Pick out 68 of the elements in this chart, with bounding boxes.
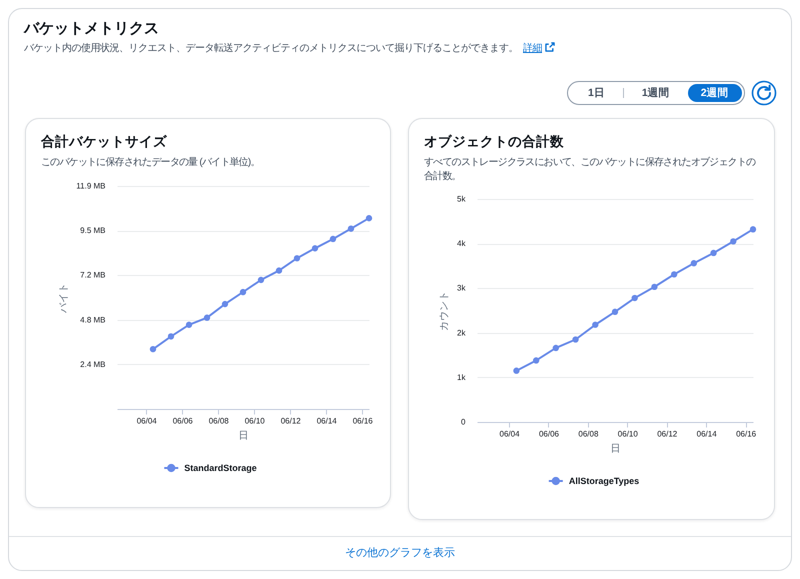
y-axis-title: カウント bbox=[439, 291, 450, 331]
legend-label: AllStorageTypes bbox=[568, 476, 640, 486]
x-axis-title: 日 bbox=[610, 444, 620, 454]
point bbox=[710, 250, 717, 256]
point bbox=[312, 245, 318, 252]
x-tick-label: 06/10 bbox=[618, 430, 638, 438]
chart-title: 合計バケットサイズ bbox=[41, 133, 167, 151]
point bbox=[730, 238, 736, 245]
y-tick-label: 5k bbox=[457, 194, 466, 204]
point bbox=[612, 308, 618, 315]
x-tick-label: 06/16 bbox=[352, 416, 374, 426]
x-tick-label: 06/14 bbox=[696, 430, 718, 438]
y-tick-label: 0 bbox=[461, 418, 466, 426]
point bbox=[276, 267, 282, 274]
y-tick-label: 11.9 MB bbox=[76, 182, 106, 190]
legend-label: StandardStorage bbox=[184, 463, 257, 473]
chart-subtitle: このバケットに保存されたデータの量 (バイト単位)。 bbox=[41, 156, 261, 170]
point bbox=[240, 288, 246, 296]
point bbox=[690, 260, 698, 266]
y-tick-label: 7.2 MB bbox=[80, 270, 106, 280]
x-tick-label: 06/16 bbox=[736, 430, 757, 438]
point bbox=[592, 322, 598, 328]
text: 1日 bbox=[587, 86, 606, 101]
text: バケットメトリクス bbox=[24, 19, 159, 39]
text: 1週間 bbox=[640, 86, 671, 101]
point bbox=[572, 336, 579, 343]
point bbox=[186, 322, 192, 328]
x-tick-label: 06/06 bbox=[538, 430, 560, 438]
y-tick-label: 4k bbox=[457, 239, 466, 248]
text: 詳細 bbox=[523, 43, 542, 54]
point bbox=[222, 300, 228, 308]
y-tick-label: 2.4 MB bbox=[80, 360, 106, 369]
chart-title: オブジェクトの合計数 bbox=[424, 133, 564, 151]
x-axis-title: 日 bbox=[238, 430, 248, 442]
x-tick-label: 06/08 bbox=[208, 416, 230, 426]
y-tick-label: 9.5 MB bbox=[80, 226, 106, 236]
point bbox=[150, 346, 156, 352]
y-axis-title: バイト bbox=[58, 283, 70, 314]
x-tick-label: 06/12 bbox=[280, 416, 302, 426]
point bbox=[204, 314, 210, 321]
point bbox=[513, 368, 520, 374]
point bbox=[532, 357, 540, 364]
x-tick-label: 06/06 bbox=[172, 416, 194, 426]
y-tick-label: 4.8 MB bbox=[80, 315, 106, 324]
x-tick-label: 06/08 bbox=[578, 430, 599, 438]
y-tick-label: 1k bbox=[457, 372, 466, 382]
point bbox=[552, 344, 560, 352]
text: バケット内の使用状況、リクエスト、データ転送アクティビティのメトリクスについて掘り下げることができます。 bbox=[24, 43, 518, 54]
y-tick-label: 2k bbox=[457, 328, 466, 338]
point bbox=[330, 236, 336, 242]
point bbox=[258, 276, 264, 284]
chart-subtitle: すべてのストレージクラスにおいて、このバケットに保存されたオブジェクトの合計数。 bbox=[424, 156, 756, 184]
x-tick-label: 06/04 bbox=[500, 430, 520, 438]
x-tick-label: 06/14 bbox=[316, 416, 338, 426]
x-tick-label: 06/04 bbox=[136, 416, 158, 426]
text: その他のグラフを表示 bbox=[344, 546, 456, 561]
point bbox=[348, 226, 354, 232]
point bbox=[670, 271, 678, 278]
x-tick-label: 06/10 bbox=[244, 416, 266, 426]
x-tick-label: 06/12 bbox=[657, 430, 678, 438]
point bbox=[294, 255, 300, 262]
point bbox=[632, 294, 638, 302]
text: 2週間 bbox=[688, 84, 742, 102]
point bbox=[651, 284, 658, 290]
y-tick-label: 3k bbox=[457, 284, 466, 293]
point bbox=[366, 215, 372, 222]
point bbox=[168, 333, 174, 340]
point bbox=[750, 226, 756, 232]
